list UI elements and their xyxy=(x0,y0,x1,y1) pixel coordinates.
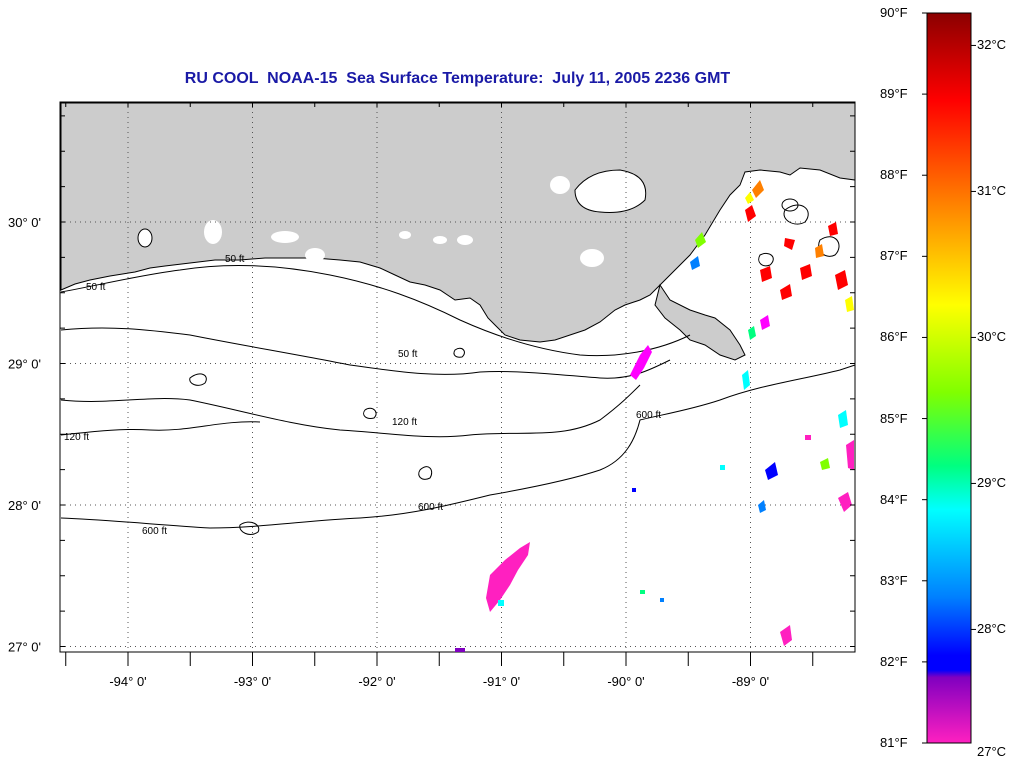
longitude-axis: -94° 0' -93° 0' -92° 0' -91° 0' -90° 0' -89° … xyxy=(65,102,814,689)
color-bar-ticks xyxy=(922,12,976,744)
fahrenheit-label: 84°F xyxy=(880,491,908,507)
longitude-label: -93° 0' xyxy=(234,674,271,689)
celsius-label: 29°C xyxy=(977,475,1007,491)
celsius-label: 30°C xyxy=(977,329,1007,345)
fahrenheit-label: 82°F xyxy=(880,653,908,669)
contour-label-120ft: 120 ft xyxy=(392,417,417,428)
contour-label-120ft: 120 ft xyxy=(64,432,89,443)
longitude-label: -89° 0' xyxy=(732,674,769,689)
contour-label-50ft: 50 ft xyxy=(398,349,418,360)
color-bar xyxy=(926,12,972,744)
fahrenheit-label: 81°F xyxy=(880,735,908,750)
fahrenheit-label: 88°F xyxy=(880,167,908,183)
map-title: RU COOL NOAA-15 Sea Surface Temperature:… xyxy=(184,70,731,87)
longitude-label: -92° 0' xyxy=(358,674,395,689)
celsius-label: 32°C xyxy=(977,37,1007,53)
bathymetry-contours xyxy=(60,204,856,535)
latitude-label: 30° 0' xyxy=(8,215,41,230)
fahrenheit-label: 85°F xyxy=(880,410,908,426)
fahrenheit-label: 89°F xyxy=(880,86,908,102)
latitude-label: 27° 0' xyxy=(8,640,41,655)
fahrenheit-label: 83°F xyxy=(880,572,908,588)
fahrenheit-label: 90°F xyxy=(880,5,908,20)
contour-label-600ft: 600 ft xyxy=(418,502,443,513)
longitude-label: -90° 0' xyxy=(607,674,644,689)
contour-label-600ft: 600 ft xyxy=(142,526,167,537)
inland-lakes xyxy=(137,169,799,267)
land-area xyxy=(60,102,856,343)
contour-label-50ft: 50 ft xyxy=(225,254,245,265)
sst-data-patches xyxy=(455,180,854,652)
contour-label-600ft: 600 ft xyxy=(636,410,661,421)
celsius-label: 27°C xyxy=(977,744,1007,759)
fahrenheit-label: 87°F xyxy=(880,248,908,264)
celsius-label: 28°C xyxy=(977,621,1007,637)
contour-50ft xyxy=(60,264,691,357)
celsius-label: 31°C xyxy=(977,183,1007,199)
latitude-label: 29° 0' xyxy=(8,357,41,372)
contour-600ft xyxy=(60,364,856,529)
contour-120ft xyxy=(60,327,671,379)
latitude-axis: 30° 0' 29° 0' 28° 0' 27° 0' xyxy=(8,115,855,655)
fahrenheit-label: 86°F xyxy=(880,329,908,345)
mississippi-delta xyxy=(654,283,746,361)
latitude-label: 28° 0' xyxy=(8,498,41,513)
contour-labels: 50 ft 50 ft 50 ft 120 ft 120 ft 600 ft 6… xyxy=(64,254,661,537)
longitude-label: -94° 0' xyxy=(109,674,146,689)
contour-120ft-b xyxy=(60,384,641,438)
longitude-label: -91° 0' xyxy=(483,674,520,689)
contour-label-50ft: 50 ft xyxy=(86,282,106,293)
